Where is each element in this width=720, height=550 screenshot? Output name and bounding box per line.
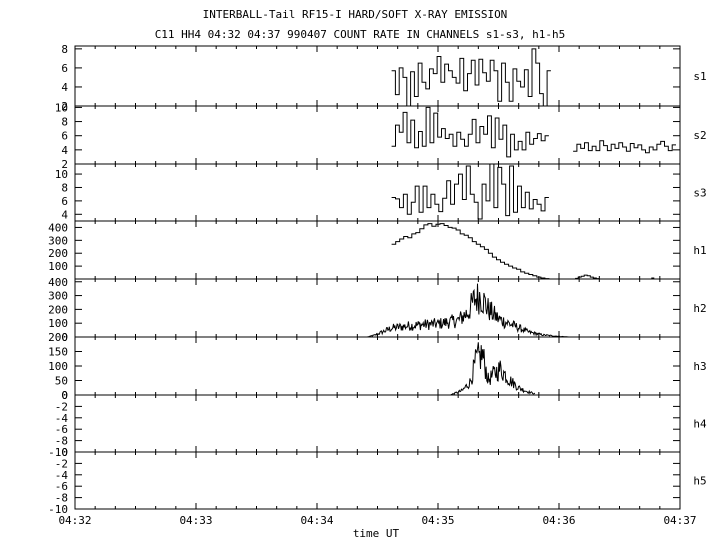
panel-frame xyxy=(74,163,681,222)
panel-frame xyxy=(74,105,681,165)
y-tick-label: 6 xyxy=(61,195,68,208)
y-tick-label: 150 xyxy=(48,346,68,359)
x-tick-label: 04:34 xyxy=(300,514,333,527)
chart-title: INTERBALL-Tail RF15-I HARD/SOFT X-RAY EM… xyxy=(203,8,508,21)
y-tick-label: 8 xyxy=(61,43,68,56)
y-tick-label: 400 xyxy=(48,221,68,234)
y-tick-label: -10 xyxy=(48,503,68,516)
panel-h5: h5-10-8-6-4-20 xyxy=(48,446,707,516)
y-tick-label: -4 xyxy=(55,469,69,482)
panel-frame xyxy=(74,278,681,338)
panel-frame xyxy=(74,336,681,396)
y-tick-label: 100 xyxy=(48,317,68,330)
series-h1-1 xyxy=(575,274,600,280)
series-s3-0 xyxy=(391,163,549,220)
x-tick-label: 04:36 xyxy=(542,514,575,527)
panel-label: h4 xyxy=(693,418,707,431)
y-tick-label: 0 xyxy=(61,389,68,402)
y-tick-label: 50 xyxy=(55,375,68,388)
y-tick-label: -2 xyxy=(55,400,68,413)
y-tick-label: 8 xyxy=(61,116,68,129)
panel-label: s1 xyxy=(693,70,706,83)
y-tick-label: 2 xyxy=(61,158,68,171)
y-tick-label: 8 xyxy=(61,181,68,194)
chart-subtitle: C11 HH4 04:32 04:37 990407 COUNT RATE IN… xyxy=(155,28,566,41)
y-tick-label: 400 xyxy=(48,276,68,289)
y-tick-label: 10 xyxy=(55,168,68,181)
panel-label: h5 xyxy=(693,475,706,488)
series-s2-0 xyxy=(391,106,549,158)
y-tick-label: -10 xyxy=(48,446,68,459)
y-tick-label: 2 xyxy=(61,100,68,113)
panel-frame xyxy=(74,451,681,510)
panel-frame xyxy=(74,45,681,107)
y-tick-label: 4 xyxy=(61,81,68,94)
panels: s12468s2246810s346810h1100200300400h2010… xyxy=(48,43,707,516)
y-tick-label: -8 xyxy=(55,435,68,448)
x-tick-label: 04:32 xyxy=(58,514,91,527)
y-tick-label: 10 xyxy=(55,101,68,114)
x-tick-label: 04:33 xyxy=(179,514,212,527)
panel-s1: s1 2 4 6 8 xyxy=(61,43,706,113)
x-axis: 04:32 04:33 04:34 04:35 04:36 04:37 xyxy=(58,514,696,527)
y-tick-label: -6 xyxy=(55,480,68,493)
y-tick-label: -6 xyxy=(55,423,68,436)
y-tick-label: -2 xyxy=(55,457,68,470)
y-tick-label: 300 xyxy=(48,290,68,303)
y-tick-label: -8 xyxy=(55,492,68,505)
x-tick-label: 04:37 xyxy=(663,514,696,527)
x-tick-label: 04:35 xyxy=(421,514,454,527)
panel-label: s2 xyxy=(693,129,706,142)
series-h1-0 xyxy=(391,223,553,280)
y-tick-label: 6 xyxy=(61,62,68,75)
y-tick-label: 0 xyxy=(61,331,68,344)
panel-frame xyxy=(74,220,681,280)
series-s1-0 xyxy=(391,48,551,107)
y-tick-label: 200 xyxy=(48,303,68,316)
y-tick-label: -4 xyxy=(55,412,69,425)
series-h2-0 xyxy=(367,283,680,338)
y-tick-label: 0 xyxy=(61,389,68,402)
panel-label: h3 xyxy=(693,360,706,373)
y-tick-label: 200 xyxy=(48,247,68,260)
panel-label: h2 xyxy=(693,302,706,315)
y-tick-label: 6 xyxy=(61,130,68,143)
y-tick-label: 100 xyxy=(48,360,68,373)
panel-h4: h4-10-8-6-4-20 xyxy=(48,389,707,459)
series-h3-0 xyxy=(449,342,536,396)
y-tick-label: 200 xyxy=(48,331,68,344)
y-tick-label: 300 xyxy=(48,234,68,247)
series-s2-1 xyxy=(573,140,676,154)
y-tick-label: 4 xyxy=(61,208,68,221)
y-tick-label: 100 xyxy=(48,260,68,273)
y-tick-label: 0 xyxy=(61,446,68,459)
panel-label: h1 xyxy=(693,244,706,257)
panel-frame xyxy=(74,394,681,453)
panel-label: s3 xyxy=(693,187,706,200)
x-axis-label: time UT xyxy=(353,527,400,540)
y-tick-label: 4 xyxy=(61,144,68,157)
